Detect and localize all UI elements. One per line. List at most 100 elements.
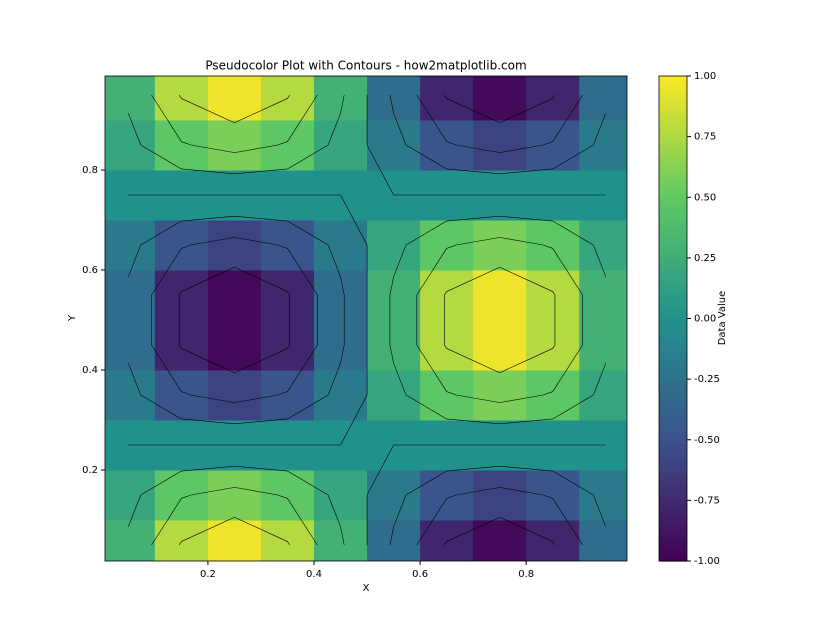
contour-line — [389, 526, 394, 546]
contour-line — [287, 94, 318, 142]
contour-line — [446, 348, 500, 374]
cell — [260, 320, 315, 371]
colorbar-strip — [659, 177, 687, 182]
contour-line — [499, 487, 544, 496]
colorbar-strip — [659, 358, 687, 364]
contour-line — [151, 94, 182, 142]
contour-line — [190, 144, 235, 153]
contour-line — [190, 487, 235, 496]
colorbar-strip — [659, 407, 687, 413]
colorbar-strip — [659, 439, 687, 445]
cell — [367, 220, 421, 271]
contour-line — [416, 248, 447, 296]
colorbar-strip — [659, 290, 687, 295]
colorbar-strip — [659, 112, 687, 118]
cell — [105, 120, 156, 171]
cell — [260, 220, 315, 271]
colorbar-strip — [659, 140, 687, 146]
contour-line — [542, 391, 553, 396]
contour-line — [181, 168, 235, 175]
contour-line — [178, 94, 182, 99]
colorbar-strip — [659, 253, 687, 259]
contour-line — [405, 394, 447, 420]
cell — [473, 470, 527, 521]
colorbar-strip — [659, 286, 687, 291]
contour-line — [389, 344, 394, 364]
cell — [154, 120, 209, 171]
contour-line — [287, 220, 329, 246]
cell — [367, 520, 421, 561]
colorbar-strip — [659, 193, 687, 198]
colorbar-label: Data Value — [717, 291, 728, 346]
contour-line — [287, 344, 318, 392]
cell — [154, 520, 209, 561]
x-axis-label: X — [363, 583, 370, 594]
colorbar-strip — [659, 524, 687, 530]
contour-line — [287, 248, 318, 296]
contour-line — [151, 498, 182, 546]
cell — [207, 520, 262, 561]
colorbar-strip — [659, 257, 687, 263]
contour-line — [446, 516, 500, 542]
colorbar-strip — [659, 480, 687, 485]
cell — [154, 470, 209, 521]
contour-line — [552, 344, 583, 392]
cell — [526, 320, 580, 371]
colorbar-strip — [659, 120, 687, 126]
colorbar-strip — [659, 528, 687, 534]
colorbar-strip — [659, 100, 687, 105]
x-tick-label: 0.8 — [518, 569, 534, 580]
colorbar-strip — [659, 197, 687, 202]
contour-line — [552, 291, 556, 296]
contour-line — [446, 391, 457, 396]
colorbar-strip — [659, 104, 687, 109]
colorbar-strip — [659, 181, 687, 186]
contour-line — [499, 98, 553, 124]
y-tick-label: 0.2 — [82, 465, 98, 476]
cell — [579, 320, 627, 371]
colorbar-strip — [659, 496, 687, 501]
colorbar-strip — [659, 512, 687, 518]
contour-line — [416, 94, 447, 142]
contour-line — [366, 144, 394, 196]
cell — [207, 370, 262, 421]
colorbar-strip — [659, 544, 687, 550]
colorbar-strip — [659, 399, 687, 404]
contour-line — [366, 444, 394, 496]
chart-title: Pseudocolor Plot with Contours - how2mat… — [205, 59, 526, 73]
contour-line — [389, 276, 394, 296]
contour-line — [234, 237, 278, 246]
contour-line — [287, 541, 290, 546]
colorbar-strip — [659, 306, 687, 312]
contour-line — [140, 144, 182, 170]
contour-line — [287, 94, 290, 99]
contour-line — [181, 418, 235, 425]
contour-line — [190, 394, 235, 403]
cell — [579, 370, 627, 421]
contour-line — [552, 344, 556, 349]
cell — [154, 220, 209, 271]
colorbar-strip — [659, 532, 687, 538]
colorbar-strip — [659, 338, 687, 344]
contour-line — [593, 113, 607, 146]
colorbar-strip — [659, 443, 687, 449]
colorbar-strip — [659, 241, 687, 247]
contour-line — [140, 394, 182, 420]
contour-line — [128, 494, 141, 527]
contour-line — [234, 144, 278, 153]
contour-line — [552, 220, 594, 246]
colorbar-strip — [659, 447, 687, 453]
colorbar-strip — [659, 209, 687, 215]
cell — [420, 270, 474, 321]
colorbar-tick-label: -0.75 — [694, 495, 720, 506]
y-axis-label: Y — [67, 314, 78, 322]
cell — [579, 270, 627, 321]
cell — [526, 470, 580, 521]
contour-line — [552, 94, 583, 142]
colorbar-tick-label: -0.50 — [694, 435, 720, 446]
contour-line — [327, 494, 341, 527]
contour-line — [456, 144, 500, 153]
colorbar-strip — [659, 229, 687, 235]
contour-line — [499, 516, 553, 542]
contour-line — [393, 244, 407, 277]
